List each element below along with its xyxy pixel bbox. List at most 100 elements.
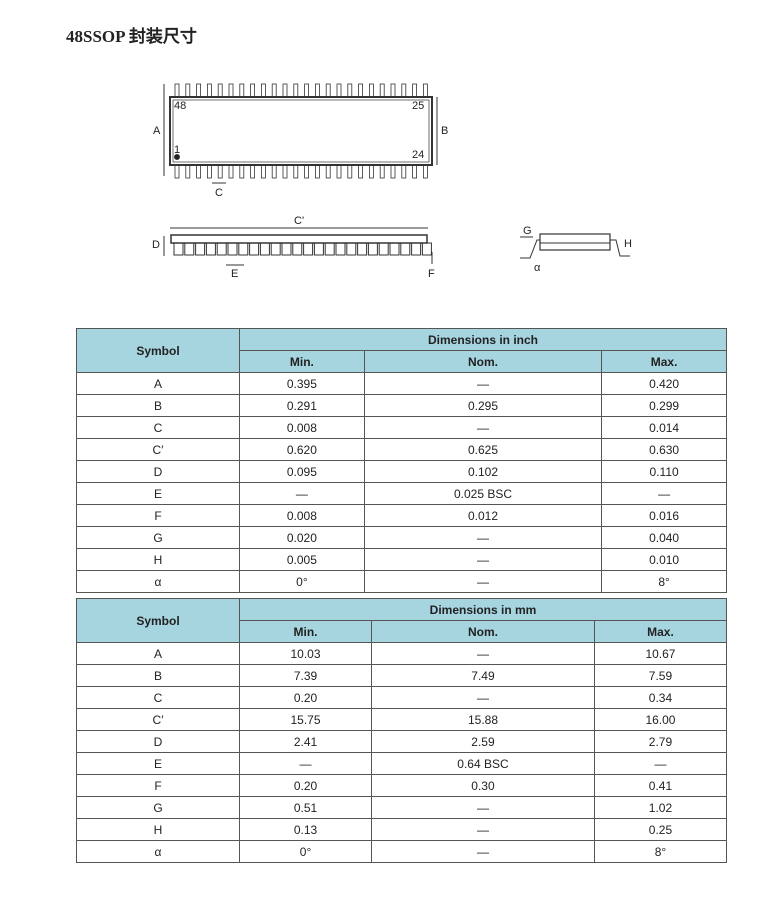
pin-side [367,242,378,256]
table-row: D 2.41 2.59 2.79 [76,730,728,753]
header-row: Symbol Dimensions in mm [76,598,727,643]
table-cell: 7.39 [238,664,373,687]
table-cell: E [76,752,240,775]
table-cell: α [76,570,240,593]
table-cell: 15.88 [371,708,595,731]
table-cell: 0.008 [239,416,365,439]
pin [325,164,331,179]
pin [282,164,288,179]
dimensions-mm-table: Symbol Dimensions in mm Min. Nom. Max. A 10.03… [76,598,728,863]
pin [271,83,277,98]
table-cell: 0.30 [371,774,595,797]
pin [260,83,266,98]
pin-side [303,242,314,256]
pin [228,83,234,98]
pin-side [335,242,346,256]
table-cell: F [76,504,240,527]
table-cell: — [363,372,603,395]
table-row: H 0.005—0.010 [76,548,727,571]
pin-side [216,242,227,256]
table-row: G 0.020—0.040 [76,526,727,549]
table-row: D 0.095 0.102 0.110 [76,460,727,483]
pin [347,164,353,179]
pin [325,83,331,98]
table-cell: — [371,686,595,709]
table-cell: B [76,394,240,417]
table-cell: 1.02 [593,796,728,819]
pin [347,83,353,98]
pin [293,83,299,98]
table-cell: 0° [238,840,373,863]
table-cell: — [363,548,603,571]
pin [314,164,320,179]
pin-side [292,242,303,256]
pin [239,164,245,179]
pin [401,164,407,179]
pin [304,83,310,98]
table-cell: 0.13 [238,818,373,841]
table-cell: 0.040 [601,526,727,549]
table-cell: 0.41 [593,774,728,797]
pin [422,164,428,179]
pin-side [389,242,400,256]
table-row: C 0.008—0.014 [76,416,727,439]
dim-label: G [523,225,532,237]
header-row: Symbol Dimensions in inch [76,328,727,373]
pin [358,164,364,179]
table-row: C′ 15.75 15.88 16.00 [76,708,728,731]
pin [174,164,180,179]
table-cell: 0.095 [239,460,365,483]
table-cell: 0.25 [593,818,728,841]
pin [390,164,396,179]
table-cell: G [76,796,240,819]
pin-side [357,242,368,256]
pin [174,83,180,98]
pin [185,164,191,179]
pin-side [173,242,184,256]
column-header: Nom. [371,620,595,643]
symbol-header: Symbol [76,598,240,643]
pin [282,83,288,98]
pin [196,164,202,179]
pin-label: 25 [412,100,424,112]
table-cell: 15.75 [238,708,373,731]
table-cell: D [76,730,240,753]
table-cell: 0.010 [601,548,727,571]
pin [260,164,266,179]
table-cell: — [363,416,603,439]
pin [390,83,396,98]
table-cell: 0.008 [239,504,365,527]
table-cell: — [238,752,373,775]
pin [239,83,245,98]
table-row: C′ 0.620 0.625 0.630 [76,438,727,461]
table-cell: 0.295 [363,394,603,417]
column-header: Max. [601,350,727,373]
pin-side [184,242,195,256]
subheader-row: Min. Nom. Max. [77,350,727,373]
pin-side [227,242,238,256]
column-header: Min. [238,620,373,643]
pin-side [281,242,292,256]
pin [250,83,256,98]
table-row: F 0.20 0.30 0.41 [76,774,728,797]
table-cell: B [76,664,240,687]
pin-side [346,242,357,256]
table-row: H 0.13—0.25 [76,818,728,841]
table-cell: 0.299 [601,394,727,417]
table-cell: — [371,818,595,841]
table-cell: 0.291 [239,394,365,417]
table-cell: 0.025 BSC [363,482,603,505]
pin-label: 48 [174,100,186,112]
table-row: B 0.291 0.295 0.299 [76,394,727,417]
pin [206,164,212,179]
pin [368,83,374,98]
subheader-row: Min. Nom. Max. [77,620,728,643]
table-cell: H [76,818,240,841]
table-cell: 0.110 [601,460,727,483]
pin-side [249,242,260,256]
pin [293,164,299,179]
table-cell: — [371,642,595,665]
table-cell: — [239,482,365,505]
pin [401,83,407,98]
table-cell: 10.03 [238,642,373,665]
